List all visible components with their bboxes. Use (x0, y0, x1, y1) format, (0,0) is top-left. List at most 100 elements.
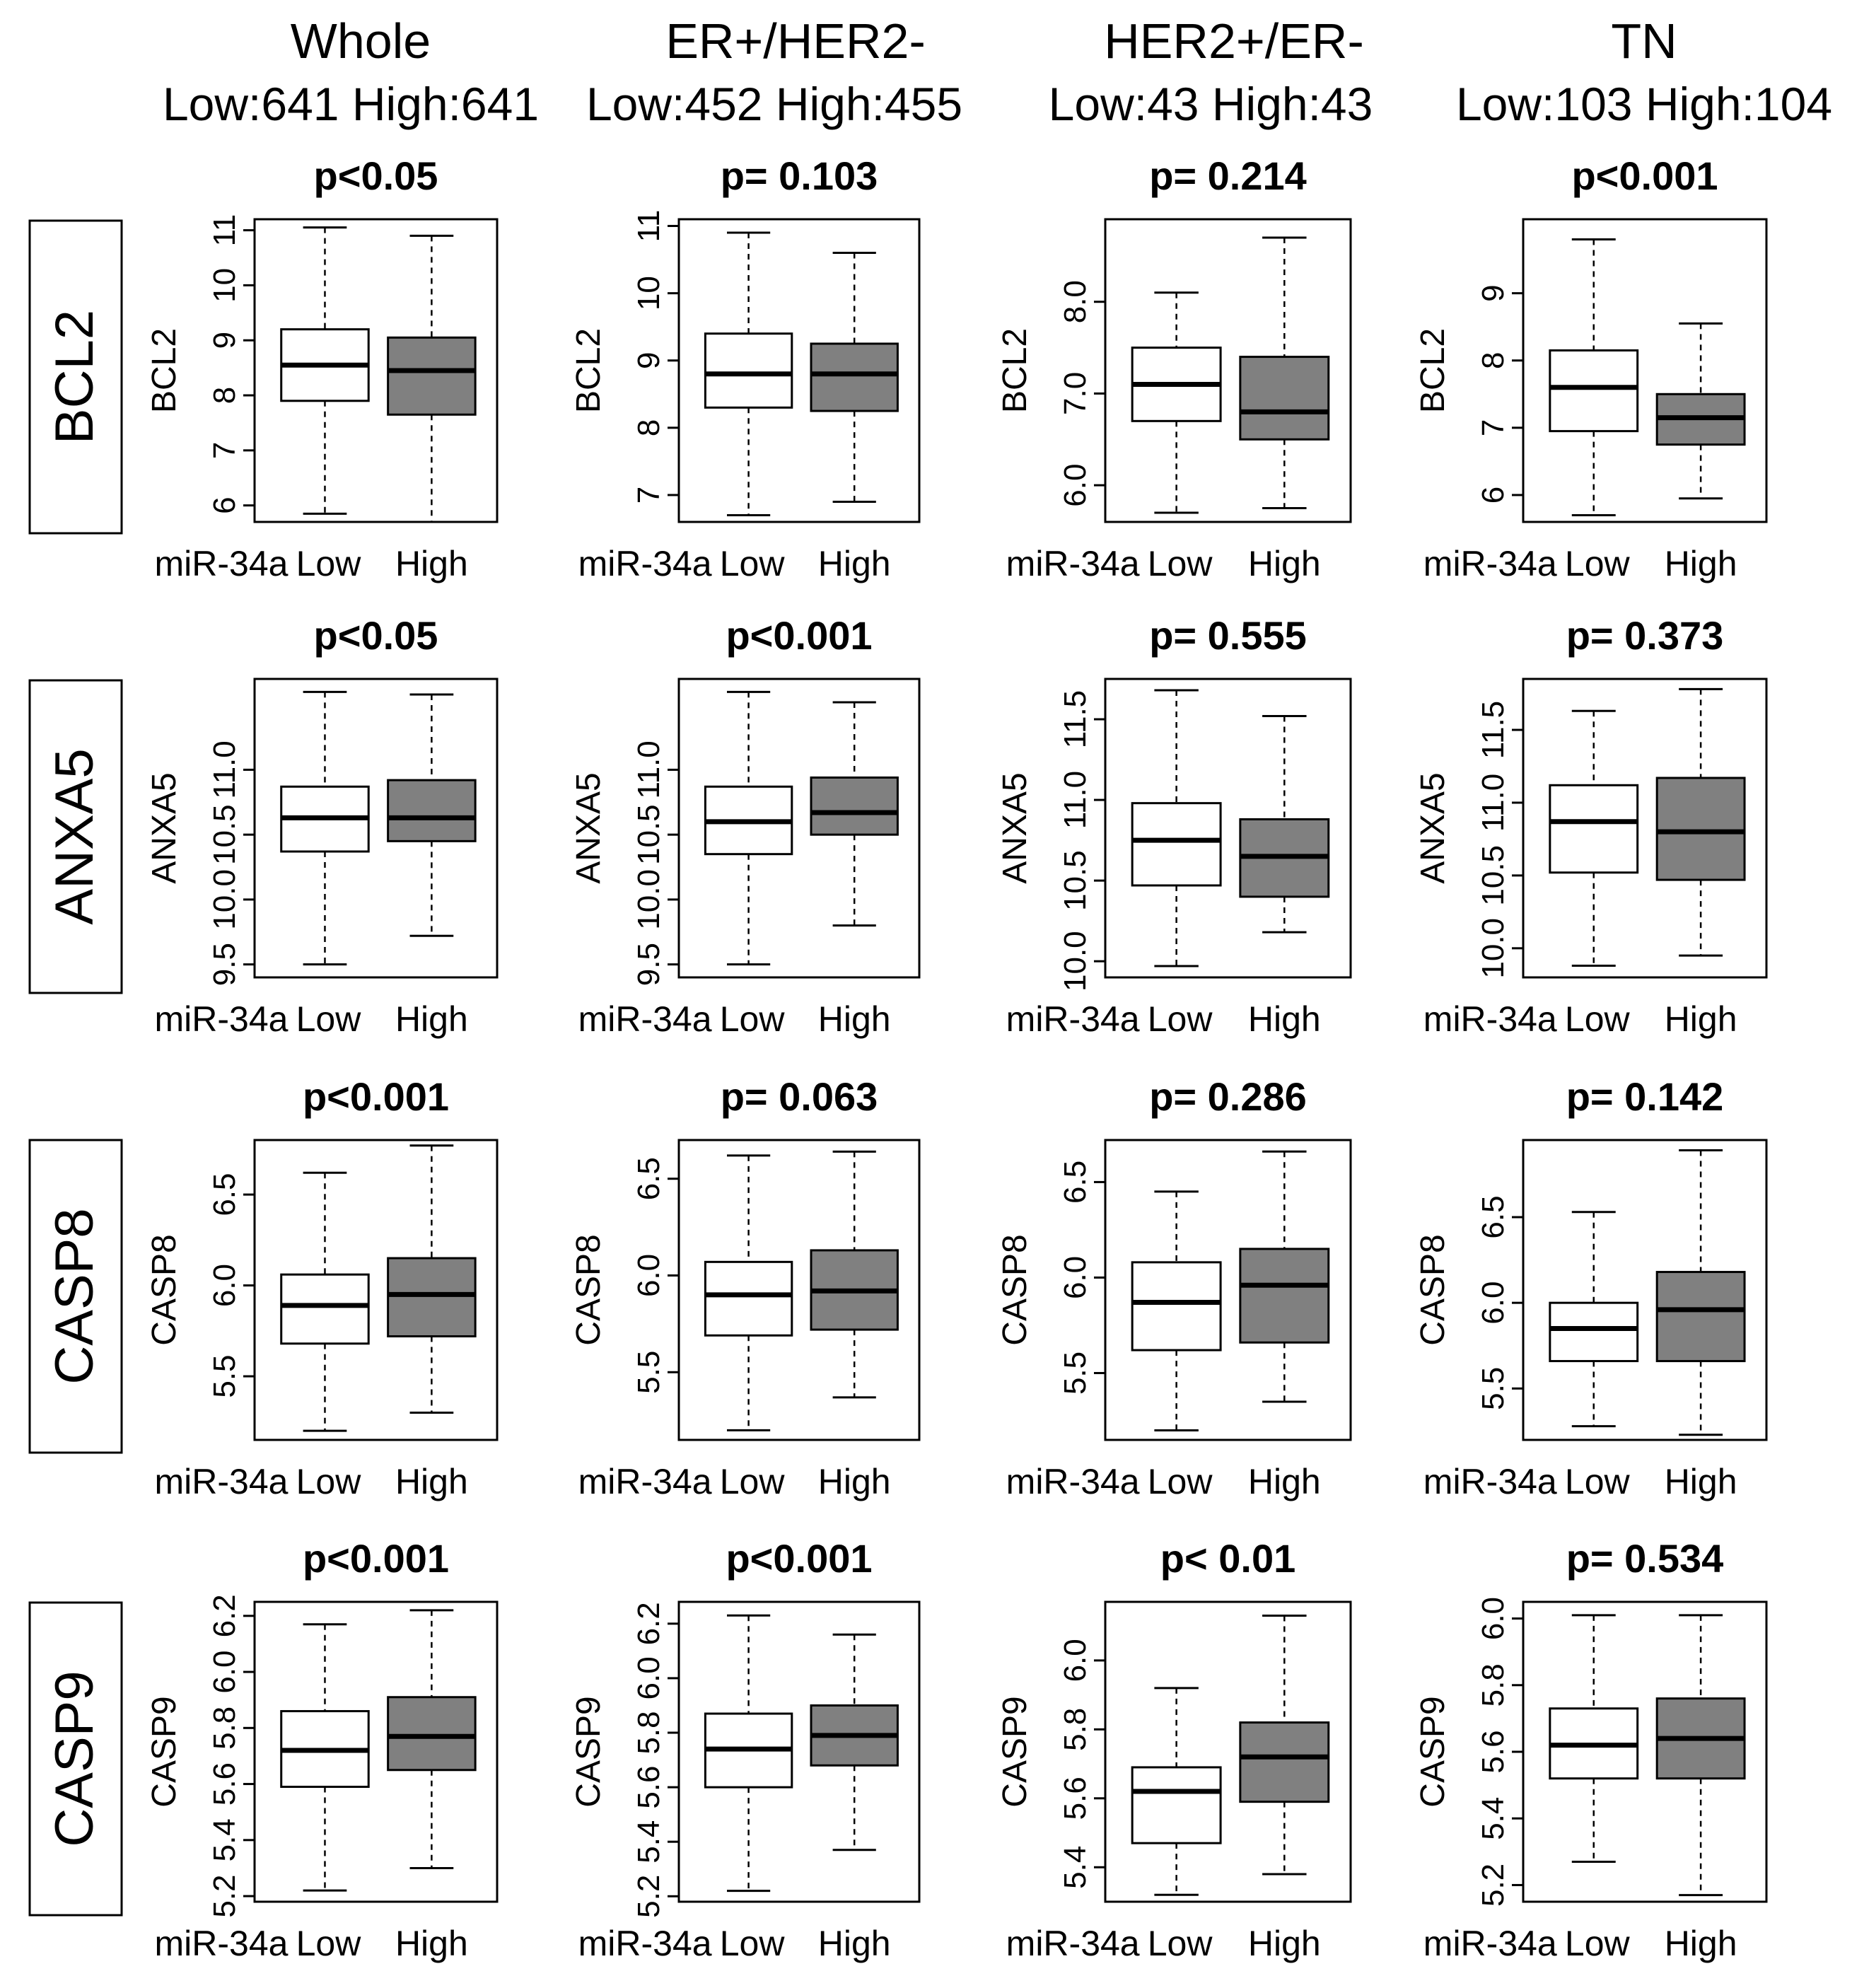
y-tick-label-casp8-her2-pos-0: 5.5 (1058, 1352, 1093, 1395)
x-label-low-anxa5-her2-pos: Low (1148, 999, 1213, 1039)
plot-frame-anxa5-er-pos (677, 678, 921, 979)
pvalue-bcl2-her2-pos: p= 0.214 (1149, 153, 1307, 198)
y-axis-label-anxa5-her2-pos: ANXA5 (996, 772, 1034, 883)
x-label-low-casp9-whole: Low (296, 1924, 362, 1963)
y-tick-label-anxa5-her2-pos-0: 10.0 (1058, 931, 1093, 992)
iqr-box-low-anxa5-tn (1549, 784, 1639, 874)
y-tick-label-anxa5-her2-pos-2: 11.0 (1058, 771, 1093, 829)
y-tick-label-casp8-whole-1: 6.0 (207, 1264, 242, 1307)
x-label-prefix-anxa5-whole: miR-34a (155, 999, 289, 1039)
y-axis-label-casp8-whole: CASP8 (146, 1234, 183, 1345)
pvalue-bcl2-tn: p<0.001 (1571, 153, 1718, 198)
iqr-box-high-bcl2-er-pos (810, 342, 899, 412)
x-label-high-bcl2-er-pos: High (818, 544, 891, 583)
iqr-box-low-casp9-her2-pos (1131, 1766, 1222, 1844)
x-label-prefix-anxa5-tn: miR-34a (1423, 999, 1557, 1039)
x-label-low-anxa5-tn: Low (1565, 999, 1631, 1039)
box-high-bcl2-her2-pos (1239, 236, 1330, 510)
y-tick-label-casp9-tn-0: 5.2 (1476, 1864, 1510, 1907)
y-tick-label-casp9-whole-3: 5.8 (207, 1707, 242, 1750)
x-label-high-anxa5-er-pos: High (818, 999, 891, 1039)
x-label-high-casp9-er-pos: High (818, 1924, 891, 1963)
y-tick-label-casp8-whole-0: 5.5 (207, 1354, 242, 1397)
box-high-bcl2-whole (387, 234, 477, 523)
box-low-anxa5-her2-pos (1131, 689, 1222, 967)
y-tick-label-casp9-tn-1: 5.4 (1476, 1797, 1510, 1840)
row-label-text-casp9: CASP9 (45, 1670, 105, 1847)
iqr-box-low-casp8-whole (280, 1273, 370, 1345)
box-high-anxa5-er-pos (810, 701, 899, 927)
y-tick-label-bcl2-whole-1: 7 (207, 442, 242, 459)
x-label-low-casp9-er-pos: Low (720, 1924, 786, 1963)
column-counts-er-pos: Low:452 High:455 (586, 78, 962, 130)
box-low-bcl2-her2-pos (1131, 291, 1222, 514)
row-label-anxa5: ANXA5 (28, 679, 123, 994)
x-label-high-anxa5-whole: High (395, 999, 468, 1039)
y-tick-label-casp9-whole-2: 5.6 (207, 1762, 242, 1806)
y-tick-label-casp8-tn-0: 5.5 (1476, 1367, 1510, 1410)
row-label-text-bcl2: BCL2 (45, 310, 105, 444)
box-low-anxa5-tn (1549, 709, 1639, 967)
column-title-er-pos: ER+/HER2- (665, 13, 926, 69)
box-high-bcl2-er-pos (810, 252, 899, 503)
y-tick-label-bcl2-tn-3: 9 (1476, 284, 1510, 301)
x-label-prefix-casp9-tn: miR-34a (1423, 1924, 1557, 1963)
iqr-box-high-casp9-her2-pos (1239, 1721, 1330, 1803)
pvalue-bcl2-er-pos: p= 0.103 (721, 153, 878, 198)
y-tick-label-casp8-er-pos-1: 6.0 (631, 1254, 666, 1297)
y-tick-label-anxa5-er-pos-3: 11.0 (631, 740, 666, 798)
y-axis-label-bcl2-er-pos: BCL2 (570, 328, 607, 413)
y-tick-label-casp9-her2-pos-0: 5.4 (1058, 1846, 1093, 1889)
iqr-box-low-anxa5-her2-pos (1131, 802, 1222, 887)
panel-casp9-er-pos: p<0.001 5.2 5.4 5.6 5.8 6.0 6.2 CASP9 miR-34a Low… (570, 1536, 921, 1963)
panel-casp8-whole: p<0.001 5.5 6.0 6.5 CASP8 miR-34a Low High (146, 1074, 499, 1501)
x-label-low-anxa5-whole: Low (296, 999, 362, 1039)
plot-frame-anxa5-her2-pos (1104, 678, 1352, 979)
pvalue-casp9-her2-pos: p< 0.01 (1160, 1536, 1295, 1581)
x-label-high-casp9-tn: High (1665, 1924, 1737, 1963)
x-label-low-bcl2-her2-pos: Low (1148, 544, 1213, 583)
box-low-casp9-er-pos (704, 1614, 793, 1893)
y-tick-label-casp8-her2-pos-1: 6.0 (1058, 1256, 1093, 1299)
y-tick-label-bcl2-whole-0: 6 (207, 496, 242, 513)
y-tick-label-anxa5-er-pos-2: 10.5 (631, 804, 666, 865)
pvalue-casp9-whole: p<0.001 (303, 1536, 449, 1581)
iqr-box-low-casp8-er-pos (704, 1260, 793, 1337)
x-label-prefix-casp8-er-pos: miR-34a (578, 1462, 712, 1501)
y-tick-label-anxa5-tn-0: 10.0 (1476, 918, 1510, 979)
pvalue-casp9-tn: p= 0.534 (1566, 1536, 1724, 1581)
iqr-box-high-casp8-tn (1655, 1271, 1746, 1363)
iqr-box-low-bcl2-tn (1549, 349, 1639, 433)
panel-casp8-her2-pos: p= 0.286 5.5 6.0 6.5 CASP8 miR-34a Low High (996, 1074, 1352, 1501)
y-tick-label-bcl2-whole-2: 8 (207, 387, 242, 404)
x-label-low-bcl2-tn: Low (1565, 544, 1631, 583)
panel-anxa5-whole: p<0.05 9.5 10.0 10.5 11.0 ANXA5 miR-34a Low High (146, 613, 499, 1039)
x-label-prefix-bcl2-tn: miR-34a (1423, 544, 1557, 583)
box-low-bcl2-er-pos (704, 231, 793, 516)
y-tick-label-anxa5-her2-pos-1: 10.5 (1058, 850, 1093, 911)
column-counts-whole: Low:641 High:641 (163, 78, 539, 130)
plot-frame-bcl2-whole (253, 218, 499, 523)
x-label-low-casp8-her2-pos: Low (1148, 1462, 1213, 1501)
y-tick-label-casp8-her2-pos-2: 6.5 (1058, 1161, 1093, 1204)
pvalue-anxa5-whole: p<0.05 (314, 613, 438, 658)
panel-bcl2-whole: p<0.05 6 7 8 9 10 11 BCL2 miR-34a Low High (146, 153, 499, 583)
row-label-text-anxa5: ANXA5 (45, 748, 105, 924)
y-axis-label-bcl2-her2-pos: BCL2 (996, 328, 1034, 413)
x-label-prefix-anxa5-her2-pos: miR-34a (1006, 999, 1140, 1039)
y-axis-label-anxa5-tn: ANXA5 (1414, 772, 1452, 883)
box-low-anxa5-whole (280, 690, 370, 966)
y-tick-label-bcl2-whole-4: 10 (207, 268, 242, 303)
plot-frame-bcl2-er-pos (677, 218, 921, 523)
panel-casp8-tn: p= 0.142 5.5 6.0 6.5 CASP8 miR-34a Low High (1414, 1074, 1768, 1501)
x-label-low-anxa5-er-pos: Low (720, 999, 786, 1039)
column-title-whole: Whole (291, 13, 431, 69)
iqr-box-high-anxa5-whole (387, 779, 477, 842)
panel-anxa5-her2-pos: p= 0.555 10.0 10.5 11.0 11.5 ANXA5 miR-34a Low H… (996, 613, 1352, 1039)
y-tick-label-anxa5-tn-1: 10.5 (1476, 845, 1510, 906)
y-tick-label-bcl2-tn-2: 8 (1476, 351, 1510, 368)
pvalue-casp8-her2-pos: p= 0.286 (1149, 1074, 1307, 1119)
x-label-low-bcl2-er-pos: Low (720, 544, 786, 583)
